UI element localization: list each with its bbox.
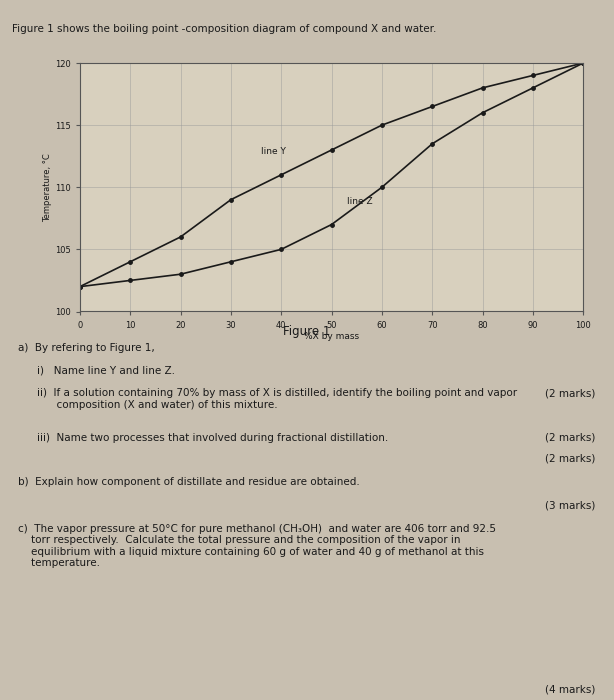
Text: line Z: line Z <box>347 197 372 206</box>
Text: c)  The vapor pressure at 50°C for pure methanol (CH₃OH)  and water are 406 torr: c) The vapor pressure at 50°C for pure m… <box>18 524 497 568</box>
Text: a)  By refering to Figure 1,: a) By refering to Figure 1, <box>18 343 155 353</box>
Text: i)   Name line Y and line Z.: i) Name line Y and line Z. <box>37 365 175 375</box>
Text: line Y: line Y <box>261 147 286 156</box>
Text: (3 marks): (3 marks) <box>545 500 596 510</box>
Text: b)  Explain how component of distillate and residue are obtained.: b) Explain how component of distillate a… <box>18 477 360 487</box>
Text: (2 marks): (2 marks) <box>545 389 596 398</box>
Text: (2 marks): (2 marks) <box>545 454 596 463</box>
Text: (2 marks): (2 marks) <box>545 433 596 442</box>
Text: Figure 1 shows the boiling point -composition diagram of compound X and water.: Figure 1 shows the boiling point -compos… <box>12 25 437 34</box>
Y-axis label: Temperature, °C: Temperature, °C <box>43 153 52 222</box>
Text: iii)  Name two processes that involved during fractional distillation.: iii) Name two processes that involved du… <box>37 433 388 442</box>
Text: ii)  If a solution containing 70% by mass of X is distilled, identify the boilin: ii) If a solution containing 70% by mass… <box>37 389 517 410</box>
Text: (4 marks): (4 marks) <box>545 685 596 694</box>
Text: Figure 1: Figure 1 <box>283 326 331 339</box>
X-axis label: %X by mass: %X by mass <box>304 332 359 342</box>
